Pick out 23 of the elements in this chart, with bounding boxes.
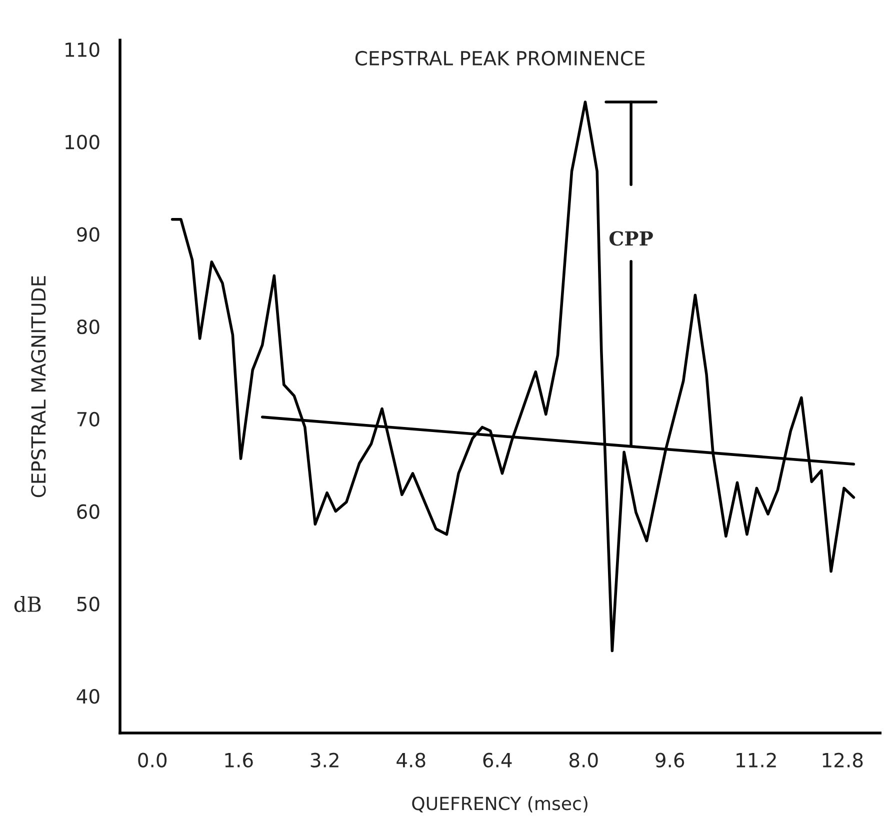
x-tick-label: 6.4 bbox=[483, 752, 512, 768]
y-axis-title: CEPSTRAL MAGNITUDE bbox=[31, 276, 46, 498]
x-tick-label: 12.8 bbox=[822, 752, 863, 768]
x-tick-label: 8.0 bbox=[569, 752, 598, 768]
y-tick-label: 100 bbox=[66, 134, 100, 150]
y-tick-label: 50 bbox=[77, 596, 100, 612]
y-tick-label: 70 bbox=[77, 412, 100, 427]
x-tick-label: 0.0 bbox=[138, 752, 167, 768]
x-tick-label: 9.6 bbox=[656, 752, 684, 768]
y-tick-label: 80 bbox=[77, 319, 100, 334]
x-tick-label: 1.6 bbox=[225, 752, 253, 768]
x-axis-title: QUEFRENCY (msec) bbox=[412, 796, 588, 812]
y-tick-label: 90 bbox=[77, 227, 100, 242]
text: dB bbox=[14, 596, 41, 612]
x-tick-label: 11.2 bbox=[736, 752, 776, 768]
x-tick-label: 4.8 bbox=[396, 752, 426, 768]
annotation: CPP bbox=[610, 231, 653, 246]
chart-title: CEPSTRAL PEAK PROMINENCE bbox=[355, 50, 645, 66]
x-tick-label: 3.2 bbox=[310, 752, 338, 768]
y-tick-label: 110 bbox=[66, 42, 100, 58]
y-tick-label: 60 bbox=[77, 504, 100, 519]
y-tick-label: 40 bbox=[76, 689, 100, 704]
line-series bbox=[170, 100, 856, 652]
